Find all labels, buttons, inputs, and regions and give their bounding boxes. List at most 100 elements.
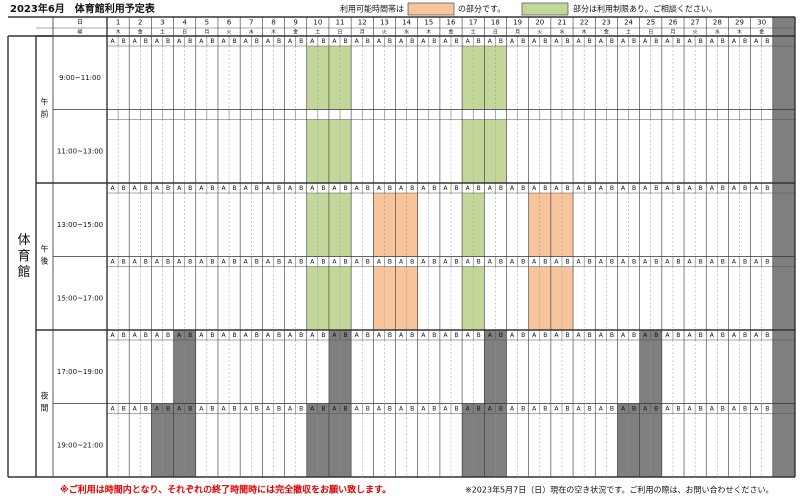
sub-label: A: [110, 406, 115, 413]
closed-cell: [151, 403, 174, 477]
legend-available-text: の部分です。: [458, 4, 505, 14]
sub-label: B: [454, 38, 458, 45]
sub-label: B: [654, 259, 658, 266]
sub-label: B: [188, 259, 192, 266]
sub-label: B: [366, 332, 370, 339]
sub-label: A: [155, 38, 160, 45]
sub-label: A: [621, 406, 626, 413]
sub-label: A: [377, 406, 382, 413]
sub-label: A: [532, 406, 537, 413]
sub-label: A: [688, 185, 693, 192]
sub-label: A: [355, 332, 360, 339]
limited-cell: [462, 119, 485, 183]
day-number: 5: [205, 19, 209, 27]
sub-label: A: [599, 259, 604, 266]
sub-label: B: [654, 38, 658, 45]
sub-label: B: [233, 332, 237, 339]
sub-label: B: [233, 259, 237, 266]
limited-cell: [328, 266, 352, 330]
weekday: 金: [604, 29, 609, 36]
sub-label: A: [577, 259, 582, 266]
limited-cell: [484, 46, 507, 110]
sub-label: B: [166, 259, 170, 266]
time-label: 19:00~21:00: [57, 441, 103, 449]
limited-cell: [328, 193, 352, 257]
sub-label: A: [510, 332, 515, 339]
day-number: 4: [182, 19, 187, 27]
sub-label: A: [110, 185, 115, 192]
weekday: 木: [426, 29, 431, 36]
sub-label: B: [632, 38, 636, 45]
sub-label: B: [699, 332, 703, 339]
sub-label: A: [288, 185, 293, 192]
sub-label: A: [110, 38, 115, 45]
sub-label: A: [399, 332, 404, 339]
closed-cell: [306, 403, 329, 477]
sub-label: A: [288, 259, 293, 266]
sub-label: A: [621, 38, 626, 45]
sub-label: A: [577, 38, 582, 45]
sub-label: A: [310, 259, 315, 266]
sub-label: A: [710, 259, 715, 266]
sub-label: B: [721, 185, 725, 192]
sub-label: A: [199, 38, 204, 45]
sub-label: B: [499, 332, 503, 339]
sub-label: B: [610, 185, 614, 192]
legend-available-swatch: [407, 2, 455, 16]
sub-label: A: [532, 38, 537, 45]
time-label: 11:00~13:00: [57, 147, 103, 155]
sub-label: B: [188, 406, 192, 413]
weekday: 金: [759, 29, 764, 36]
sub-label: A: [332, 332, 337, 339]
limited-cell: [462, 46, 485, 110]
day-number: 28: [713, 19, 722, 27]
sub-label: A: [177, 406, 182, 413]
weekday: 金: [138, 29, 143, 36]
sub-label: A: [310, 38, 315, 45]
sub-label: B: [166, 406, 170, 413]
limited-cell: [328, 119, 352, 183]
title: 2023年6月 体育館利用予定表: [10, 2, 156, 15]
sub-label: B: [122, 38, 126, 45]
sub-label: B: [188, 332, 192, 339]
sub-label: A: [355, 185, 360, 192]
sub-label: B: [699, 38, 703, 45]
sub-label: A: [155, 185, 160, 192]
sub-label: A: [155, 259, 160, 266]
closed-cell: [484, 330, 507, 404]
sub-label: B: [144, 185, 148, 192]
sub-label: A: [710, 38, 715, 45]
sub-label: B: [743, 332, 747, 339]
sub-label: A: [244, 332, 249, 339]
sub-label: A: [421, 259, 426, 266]
weekday: 金: [448, 29, 453, 36]
sub-label: A: [665, 259, 670, 266]
sub-label: A: [688, 259, 693, 266]
sub-label: B: [210, 38, 214, 45]
closed-cell: [328, 330, 352, 404]
sub-label: A: [643, 406, 648, 413]
sub-label: B: [743, 406, 747, 413]
sub-label: B: [366, 38, 370, 45]
sub-label: A: [110, 259, 115, 266]
day-number: 20: [535, 19, 544, 27]
closed-cell: [617, 403, 640, 477]
weekday: 木: [582, 29, 587, 36]
sub-label: B: [321, 185, 325, 192]
sub-label: B: [543, 185, 547, 192]
sub-label: B: [521, 406, 525, 413]
sub-label: A: [288, 406, 293, 413]
weekday: 月: [204, 30, 209, 36]
sub-label: B: [388, 185, 392, 192]
sub-label: B: [454, 332, 458, 339]
sub-label: A: [488, 332, 493, 339]
day-number: 29: [735, 19, 744, 27]
sub-label: A: [155, 406, 160, 413]
available-cell: [373, 193, 396, 257]
sub-label: A: [599, 406, 604, 413]
sub-label: B: [765, 259, 769, 266]
sub-label: A: [177, 332, 182, 339]
weekday: 水: [559, 29, 564, 36]
time-label: 17:00~19:00: [57, 368, 103, 376]
sub-label: A: [266, 38, 271, 45]
